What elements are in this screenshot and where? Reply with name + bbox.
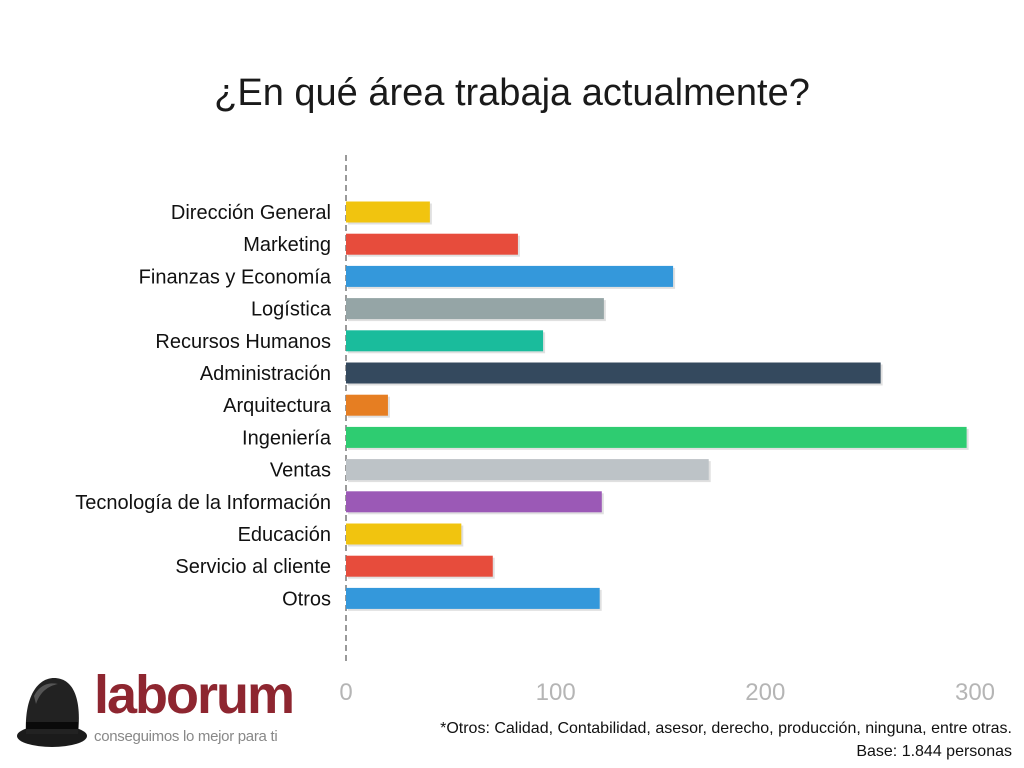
- chart-title: ¿En qué área trabaja actualmente?: [214, 72, 810, 114]
- footnote-otros: *Otros: Calidad, Contabilidad, asesor, d…: [440, 720, 1012, 737]
- category-label: Finanzas y Economía: [139, 266, 332, 288]
- category-label: Ventas: [270, 460, 331, 482]
- bar: [346, 201, 430, 223]
- bar-chart: Dirección General Marketing Finanzas y Eco…: [75, 155, 995, 706]
- footnote-base: Base: 1.844 personas: [856, 743, 1012, 760]
- category-label: Administración: [200, 363, 331, 385]
- bar: [346, 330, 544, 352]
- bar: [346, 265, 674, 287]
- bar: [346, 523, 462, 545]
- category-label: Arquitectura: [223, 395, 332, 417]
- category-label: Educación: [238, 524, 331, 546]
- category-label: Otros: [282, 588, 331, 610]
- logo-wordmark: laborum: [94, 665, 295, 725]
- laborum-logo: laborum conseguimos lo mejor para ti: [14, 665, 304, 760]
- bar: [346, 491, 602, 513]
- bowler-hat-icon: [17, 678, 87, 747]
- bar: [346, 394, 388, 416]
- category-label: Dirección General: [171, 202, 331, 224]
- x-tick-label: 0: [339, 679, 352, 706]
- bar: [346, 555, 493, 577]
- bar: [346, 362, 881, 384]
- category-label: Servicio al cliente: [175, 556, 331, 578]
- bar: [346, 298, 604, 320]
- x-tick-label: 200: [745, 679, 785, 706]
- logo-tagline: conseguimos lo mejor para ti: [94, 728, 278, 745]
- x-tick-label: 300: [955, 679, 995, 706]
- bar: [346, 233, 518, 255]
- category-label: Ingeniería: [242, 427, 332, 449]
- bar: [346, 587, 600, 609]
- category-label: Recursos Humanos: [155, 331, 331, 353]
- category-label: Marketing: [243, 234, 331, 256]
- bar: [346, 459, 709, 481]
- bar: [346, 426, 967, 448]
- category-label: Tecnología de la Información: [75, 492, 331, 514]
- category-label: Logística: [251, 299, 332, 321]
- x-tick-label: 100: [536, 679, 576, 706]
